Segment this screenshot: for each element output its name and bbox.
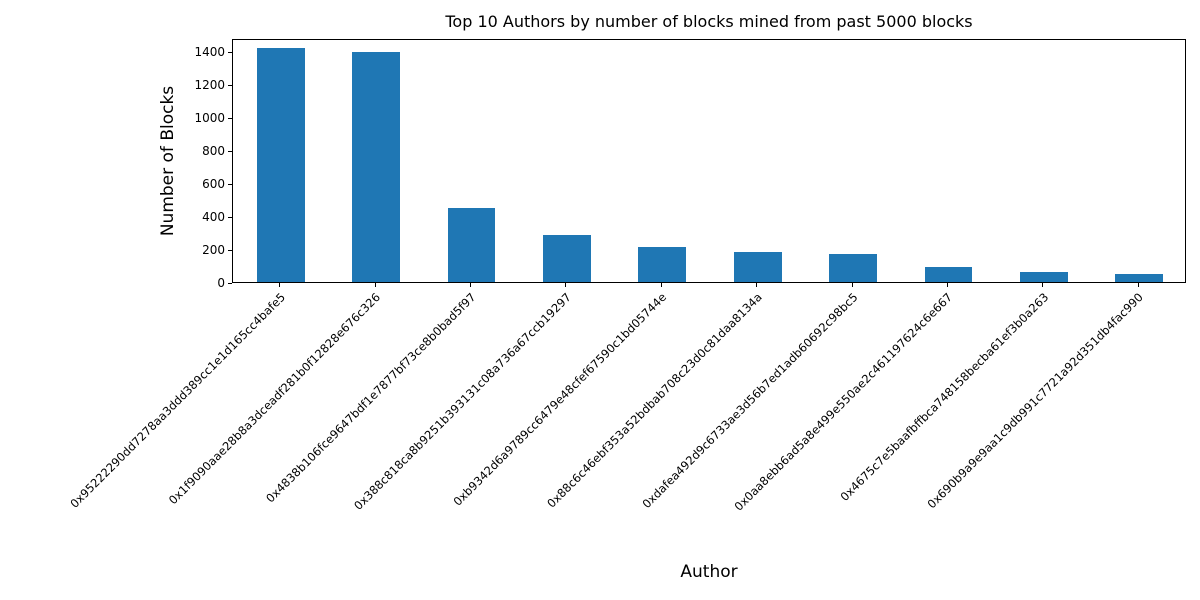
bar xyxy=(543,235,591,282)
bar xyxy=(638,246,687,282)
y-tick-mark xyxy=(228,216,232,218)
bar xyxy=(1020,272,1068,282)
x-tick-mark xyxy=(660,283,662,287)
y-tick-mark xyxy=(228,183,232,185)
bar xyxy=(829,253,877,282)
x-tick-label: 0x1f9090aae28b8a3dceadf281b0f12828e676c3… xyxy=(165,290,384,508)
y-tick-label: 400 xyxy=(202,210,225,225)
y-tick-mark xyxy=(228,117,232,119)
x-tick-label: 0x0aa8ebb6ad5a8e499e550ae2c461197624c6e6… xyxy=(731,290,956,514)
bar xyxy=(1115,273,1164,282)
x-tick-mark xyxy=(470,283,471,287)
x-tick-label: 0x4838b106fce9647bdf1e7877bf73ce8b0bad5f… xyxy=(262,290,479,506)
y-tick-label: 800 xyxy=(202,144,225,159)
x-tick-label: 0x690b9a9e9aa1c9db991c7721a92d351db4fac9… xyxy=(924,290,1147,512)
x-tick-mark xyxy=(851,283,853,287)
x-tick-label: 0x88c6c46ebf353a52bdbab708c23d0c81daa813… xyxy=(544,290,765,511)
x-tick-mark xyxy=(565,283,567,287)
bar xyxy=(447,208,496,282)
y-tick-label: 0 xyxy=(217,276,225,290)
y-tick-mark xyxy=(228,282,232,284)
y-tick-mark xyxy=(228,150,232,152)
chart-title: Top 10 Authors by number of blocks mined… xyxy=(445,12,973,31)
x-tick-mark xyxy=(279,283,281,287)
x-tick-label: 0x388c818ca8b9251b393131c08a736a67ccb192… xyxy=(351,290,574,513)
y-tick-mark xyxy=(228,84,232,86)
x-tick-label: 0x4675c7e5baafbffbca748158becba61ef3b0a2… xyxy=(836,290,1051,504)
bar xyxy=(256,47,305,282)
x-tick-label: 0xb9342d6a9789cc6479e48cfef67590c1bd0574… xyxy=(450,290,670,509)
x-tick-mark xyxy=(1042,283,1044,287)
plot-area xyxy=(232,39,1186,283)
bar xyxy=(733,251,782,282)
bar xyxy=(352,52,400,282)
x-tick-mark xyxy=(756,283,758,287)
y-tick-label: 1200 xyxy=(194,78,225,93)
y-tick-label: 600 xyxy=(202,177,225,192)
x-tick-mark xyxy=(374,283,376,287)
x-tick-mark xyxy=(1137,283,1139,287)
y-tick-label: 1400 xyxy=(194,45,225,60)
x-tick-mark xyxy=(947,283,948,287)
y-tick-mark xyxy=(228,51,232,53)
y-tick-label: 200 xyxy=(202,243,225,258)
x-tick-label: 0xdafea492d9c6733ae3d56b7ed1adb60692c98b… xyxy=(638,290,861,512)
x-axis-label: Author xyxy=(680,562,738,582)
y-tick-mark xyxy=(228,249,232,251)
y-tick-label: 1000 xyxy=(194,111,225,126)
x-tick-label: 0x95222290dd7278aa3ddd389cc1e1d165cc4baf… xyxy=(66,290,288,511)
bar xyxy=(924,267,973,282)
